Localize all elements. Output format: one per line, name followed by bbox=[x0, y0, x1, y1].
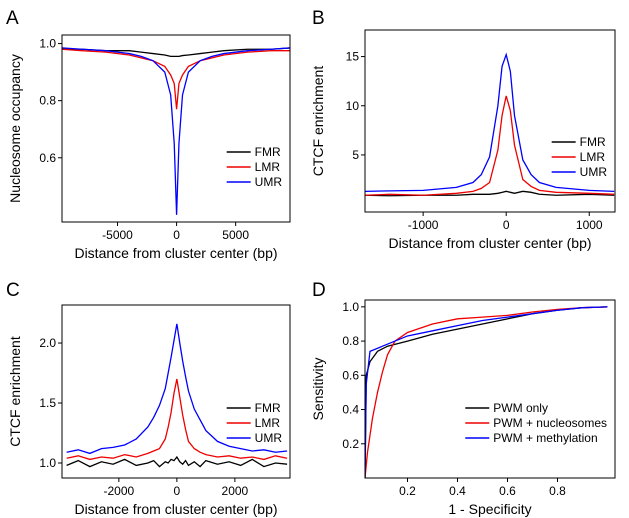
panel: -1000 0 1000 5 10 15 Distance from cluster cen… bbox=[310, 8, 616, 251]
y-tick-label: 0.6 bbox=[342, 368, 359, 382]
plot-frame bbox=[61, 34, 291, 223]
x-tick-label: 5000 bbox=[222, 228, 249, 242]
legend-label: PWM only bbox=[493, 401, 548, 415]
x-tick-label: -2000 bbox=[104, 484, 135, 498]
y-axis-label: CTCF enrichment bbox=[310, 66, 326, 177]
legend-label: UMR bbox=[580, 165, 608, 179]
legend-label: FMR bbox=[255, 145, 281, 159]
legend-label: PWM + nucleosomes bbox=[493, 416, 607, 430]
plot-frame bbox=[61, 304, 291, 479]
panel-label: D bbox=[312, 280, 326, 301]
y-tick-label: 1.0 bbox=[39, 456, 56, 470]
x-axis-label: Distance from cluster center (bp) bbox=[74, 501, 277, 517]
series-line bbox=[365, 306, 608, 478]
y-tick-label: 1.0 bbox=[342, 300, 359, 314]
x-tick-label: 0.6 bbox=[499, 484, 516, 498]
legend-label: FMR bbox=[255, 401, 281, 415]
x-axis-label: Distance from cluster center (bp) bbox=[74, 245, 277, 261]
y-tick-label: 1.5 bbox=[39, 396, 56, 410]
y-axis-label: Sensitivity bbox=[310, 357, 326, 420]
plot-frame bbox=[364, 29, 616, 213]
legend-label: LMR bbox=[255, 160, 281, 174]
y-tick-label: 10 bbox=[346, 99, 360, 113]
y-tick-label: 15 bbox=[346, 50, 360, 64]
y-tick-label: 0.2 bbox=[342, 437, 359, 451]
panel: -2000 0 2000 1.0 1.5 2.0 Distance from cluster… bbox=[6, 280, 291, 517]
y-tick-label: 5 bbox=[352, 148, 359, 162]
series-line bbox=[62, 48, 290, 110]
y-tick-label: 2.0 bbox=[39, 336, 56, 350]
panel-label: C bbox=[6, 280, 20, 301]
legend-label: LMR bbox=[580, 150, 606, 164]
x-tick-label: 0 bbox=[173, 228, 180, 242]
panel: -5000 0 5000 0.6 0.8 1.0 Distance from cluster… bbox=[6, 8, 291, 261]
y-tick-label: 1.0 bbox=[39, 37, 56, 51]
x-axis-label: Distance from cluster center (bp) bbox=[388, 235, 591, 251]
series-line bbox=[365, 95, 615, 196]
series-line bbox=[66, 455, 288, 468]
x-tick-label: 0 bbox=[503, 218, 510, 232]
series-line bbox=[365, 190, 615, 197]
y-axis-label: Nucleosome occupancy bbox=[7, 54, 23, 203]
x-axis-label: 1 - Specificity bbox=[448, 501, 531, 517]
legend-label: PWM + methylation bbox=[493, 431, 597, 445]
panel-label: B bbox=[312, 8, 325, 29]
x-tick-label: 2000 bbox=[222, 484, 249, 498]
series-line bbox=[66, 378, 288, 461]
legend-label: LMR bbox=[255, 416, 281, 430]
x-tick-label: 0.4 bbox=[449, 484, 466, 498]
y-tick-label: 0.8 bbox=[39, 94, 56, 108]
y-tick-label: 0.8 bbox=[342, 334, 359, 348]
series-line bbox=[365, 306, 608, 478]
legend-label: UMR bbox=[255, 175, 283, 189]
x-tick-label: 1000 bbox=[576, 218, 603, 232]
x-tick-label: 0.8 bbox=[549, 484, 566, 498]
x-tick-label: 0 bbox=[174, 484, 181, 498]
y-tick-label: 0.4 bbox=[342, 403, 359, 417]
legend-label: UMR bbox=[255, 431, 283, 445]
x-tick-label: -1000 bbox=[408, 218, 439, 232]
x-tick-label: 0.2 bbox=[399, 484, 416, 498]
y-axis-label: CTCF enrichment bbox=[7, 336, 23, 447]
panel: 0.2 0.4 0.6 0.8 0.2 0.4 0.6 0.8 1.0 1 - Specifici… bbox=[310, 280, 616, 517]
series-line bbox=[365, 306, 608, 478]
x-tick-label: -5000 bbox=[102, 228, 133, 242]
series-line bbox=[365, 52, 615, 192]
panel-label: A bbox=[6, 8, 19, 29]
series-line bbox=[62, 47, 290, 215]
series-line bbox=[62, 47, 290, 58]
y-tick-label: 0.6 bbox=[39, 151, 56, 165]
series-line bbox=[66, 323, 288, 455]
plot-frame bbox=[364, 299, 616, 479]
legend-label: FMR bbox=[580, 135, 606, 149]
